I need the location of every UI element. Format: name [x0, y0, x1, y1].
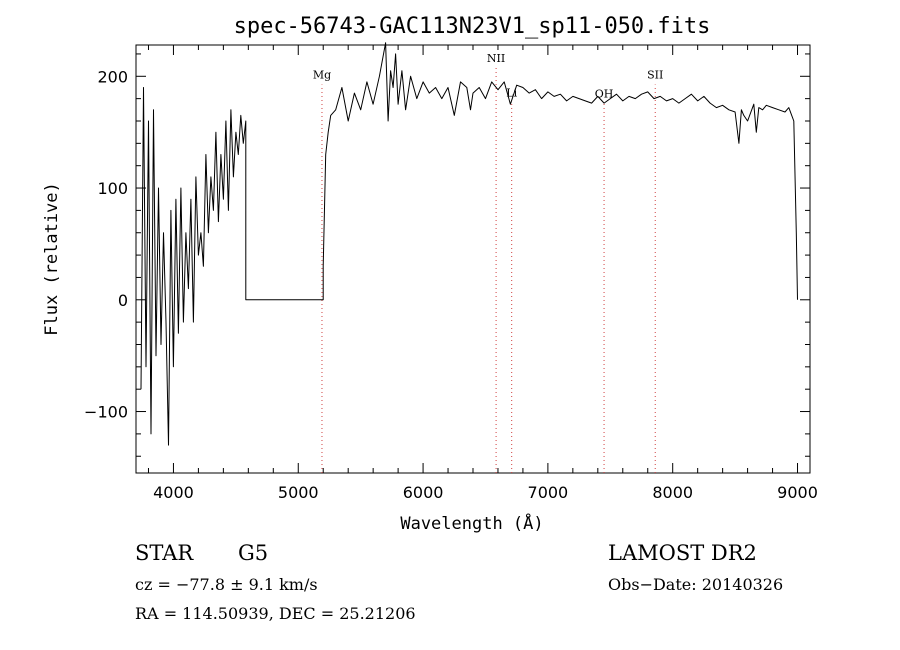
- object-type: STAR: [135, 541, 194, 565]
- x-tick-label: 4000: [153, 483, 194, 502]
- y-tick-label: 200: [97, 67, 128, 86]
- line-label-mg: Mg: [313, 69, 331, 82]
- object-subclass: G5: [238, 541, 269, 565]
- y-tick-label: −100: [84, 403, 128, 422]
- x-axis-label: Wavelength (Å): [400, 512, 543, 534]
- spectrum-line: [140, 42, 798, 446]
- observation-date: Obs−Date: 20140326: [608, 575, 784, 594]
- redshift-text: cz = −77.8 ± 9.1 km/s: [135, 575, 318, 594]
- x-tick-label: 7000: [528, 483, 569, 502]
- plot-frame: [135, 44, 811, 474]
- x-tick-label: 9000: [777, 483, 818, 502]
- spectral-line-markers: Mg NII Li OH SII: [313, 52, 663, 473]
- line-label-sii: SII: [647, 69, 663, 82]
- line-label-nii: NII: [487, 52, 505, 65]
- y-tick-label: 100: [97, 179, 128, 198]
- axis-ticks: 4000 5000 6000 7000 8000 9000 −100 0 100 200: [84, 45, 818, 502]
- y-axis-label: Flux (relative): [42, 182, 62, 336]
- x-tick-label: 6000: [403, 483, 444, 502]
- line-label-li: Li: [506, 86, 517, 99]
- spectrum-series: [140, 42, 798, 446]
- chart-title: spec-56743-GAC113N23V1_sp11-050.fits: [234, 14, 711, 39]
- coordinates-text: RA = 114.50939, DEC = 25.21206: [135, 604, 416, 623]
- x-tick-label: 8000: [652, 483, 693, 502]
- survey-name: LAMOST DR2: [608, 541, 757, 565]
- x-tick-label: 5000: [278, 483, 319, 502]
- line-label-oh: OH: [595, 88, 614, 101]
- y-tick-label: 0: [118, 291, 128, 310]
